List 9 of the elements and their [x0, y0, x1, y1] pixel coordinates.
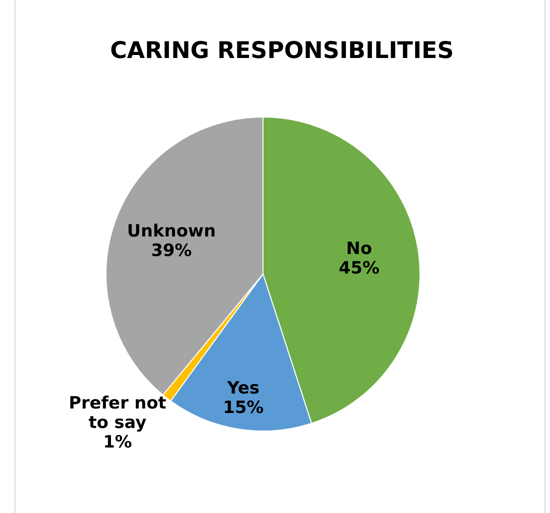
- data-label: 39%: [151, 240, 192, 260]
- data-label: 45%: [338, 258, 380, 278]
- slice-label: Prefer not to say: [68, 392, 166, 433]
- data-label: 15%: [223, 397, 264, 418]
- chart-title: CARING RESPONSIBILITIES: [110, 38, 454, 64]
- data-label: 1%: [103, 432, 132, 452]
- slice-label: Unknown: [127, 220, 216, 241]
- slice-label: No: [346, 238, 372, 259]
- slice-label: Yes: [226, 378, 260, 398]
